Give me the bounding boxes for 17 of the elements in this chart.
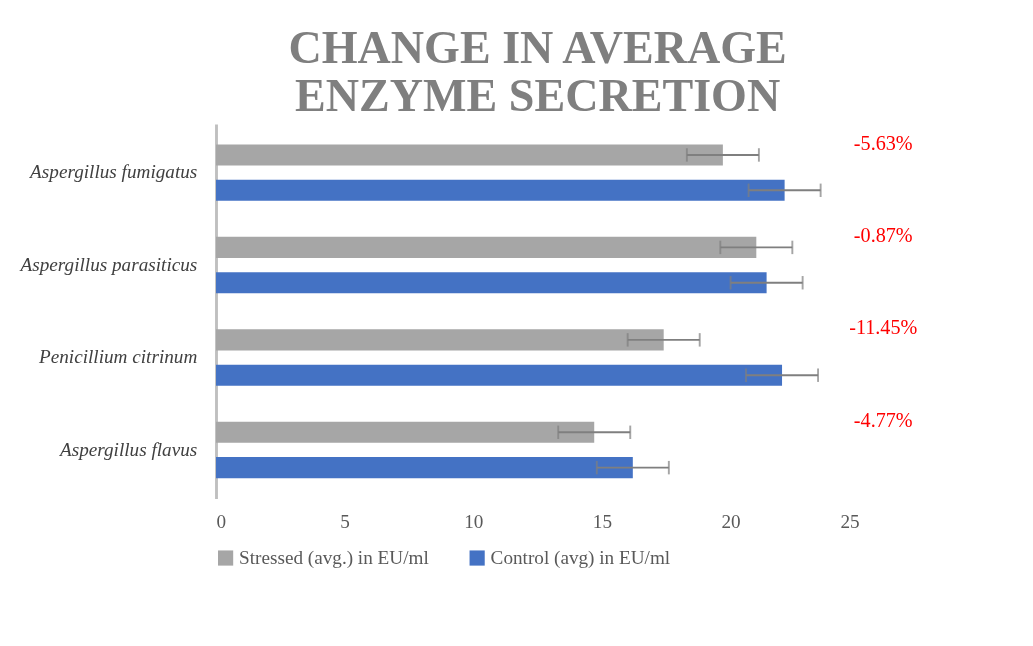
x-tick-label: 10 [464,510,484,532]
y-tick-label: Aspergillus flavus [57,438,198,460]
y-tick-label: Aspergillus parasiticus [18,253,198,275]
y-tick-label: Aspergillus fumigatus [28,161,198,183]
x-tick-label: 25 [840,510,860,532]
legend-label: Stressed (avg.) in EU/ml [239,546,429,569]
y-tick-label: Penicillium citrinum [38,346,198,368]
x-tick-label: 15 [592,510,613,532]
x-tick-label: 5 [340,510,350,532]
annotation: -11.45% [849,316,918,339]
x-tick-label: 0 [216,510,227,532]
annotation: -0.87% [853,224,913,247]
chart-title: CHANGE IN AVERAGE ENZYME SECRETION [288,21,787,121]
annotation: -4.77% [853,408,913,431]
annotation: -5.63% [853,131,913,154]
x-tick-label: 20 [721,510,741,532]
legend-label: Control (avg) in EU/ml [490,546,671,569]
